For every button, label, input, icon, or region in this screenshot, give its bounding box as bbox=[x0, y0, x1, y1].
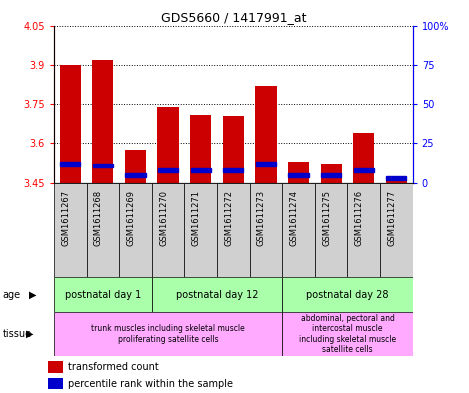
Bar bbox=[380, 183, 413, 277]
Bar bbox=[184, 183, 217, 277]
Text: ▶: ▶ bbox=[26, 329, 33, 339]
Text: GSM1611274: GSM1611274 bbox=[289, 190, 299, 246]
Text: GSM1611277: GSM1611277 bbox=[387, 190, 396, 246]
Text: GSM1611270: GSM1611270 bbox=[159, 190, 168, 246]
Bar bbox=[354, 169, 374, 172]
Bar bbox=[119, 183, 152, 277]
Bar bbox=[158, 169, 178, 172]
Bar bbox=[48, 361, 63, 373]
Bar bbox=[255, 86, 277, 183]
Text: age: age bbox=[2, 290, 21, 300]
Text: postnatal day 28: postnatal day 28 bbox=[306, 290, 389, 300]
Text: GSM1611272: GSM1611272 bbox=[224, 190, 233, 246]
Bar bbox=[348, 183, 380, 277]
Bar bbox=[152, 277, 282, 312]
Text: postnatal day 12: postnatal day 12 bbox=[176, 290, 258, 300]
Text: transformed count: transformed count bbox=[68, 362, 159, 372]
Text: GSM1611271: GSM1611271 bbox=[192, 190, 201, 246]
Text: trunk muscles including skeletal muscle
proliferating satellite cells: trunk muscles including skeletal muscle … bbox=[91, 324, 245, 344]
Bar bbox=[87, 183, 119, 277]
Text: GSM1611273: GSM1611273 bbox=[257, 190, 266, 246]
Bar bbox=[386, 176, 407, 180]
Bar bbox=[282, 277, 413, 312]
Bar bbox=[158, 107, 179, 183]
Bar bbox=[315, 183, 348, 277]
Text: GSM1611269: GSM1611269 bbox=[127, 190, 136, 246]
Bar bbox=[60, 65, 81, 183]
Bar bbox=[190, 115, 212, 183]
Bar bbox=[282, 312, 413, 356]
Bar bbox=[250, 183, 282, 277]
Bar bbox=[386, 178, 407, 183]
Bar bbox=[54, 312, 282, 356]
Text: GSM1611268: GSM1611268 bbox=[94, 190, 103, 246]
Bar bbox=[321, 164, 342, 183]
Text: tissue: tissue bbox=[2, 329, 31, 339]
Bar bbox=[54, 183, 87, 277]
Text: percentile rank within the sample: percentile rank within the sample bbox=[68, 379, 234, 389]
Bar bbox=[92, 60, 113, 183]
Text: GSM1611275: GSM1611275 bbox=[322, 190, 331, 246]
Bar bbox=[288, 162, 309, 183]
Bar bbox=[190, 169, 211, 172]
Title: GDS5660 / 1417991_at: GDS5660 / 1417991_at bbox=[160, 11, 306, 24]
Bar bbox=[256, 162, 276, 165]
Bar bbox=[125, 150, 146, 183]
Bar bbox=[48, 378, 63, 389]
Bar bbox=[93, 164, 113, 167]
Bar bbox=[223, 169, 243, 172]
Bar bbox=[60, 162, 80, 165]
Bar bbox=[282, 183, 315, 277]
Bar bbox=[321, 173, 341, 176]
Text: abdominal, pectoral and
intercostal muscle
including skeletal muscle
satellite c: abdominal, pectoral and intercostal musc… bbox=[299, 314, 396, 354]
Bar bbox=[152, 183, 184, 277]
Bar bbox=[353, 133, 374, 183]
Bar bbox=[223, 116, 244, 183]
Bar bbox=[125, 173, 145, 176]
Text: GSM1611267: GSM1611267 bbox=[61, 190, 70, 246]
Text: ▶: ▶ bbox=[29, 290, 37, 300]
Bar bbox=[54, 277, 152, 312]
Bar bbox=[288, 173, 309, 176]
Text: GSM1611276: GSM1611276 bbox=[355, 190, 364, 246]
Bar bbox=[217, 183, 250, 277]
Text: postnatal day 1: postnatal day 1 bbox=[65, 290, 141, 300]
